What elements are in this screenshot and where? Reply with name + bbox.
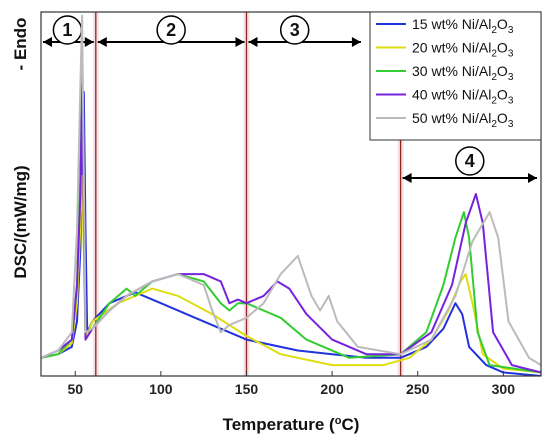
region-label-4: 4 [465,151,475,171]
legend-label-5: 50 wt% Ni/Al2O3 [412,110,514,130]
x-axis-title-unit: C) [341,415,359,434]
x-axis-title-degree: o [335,415,342,427]
region-arrow-head-left-4 [402,173,412,183]
region-arrows: 1 2 3 4 [43,15,537,183]
region-arrow-2: 2 [97,15,245,47]
region-arrow-head-right-3 [351,37,361,47]
y-axis-title: DSC/(mW/mg) [11,165,30,278]
region-label-1: 1 [62,20,72,40]
x-tick-label-250: 250 [406,381,430,397]
plot-frame [40,11,542,377]
x-axis-ticks: 50 100 150 200 250 300 [67,371,515,397]
region-arrow-head-right-4 [528,173,537,183]
legend-label-1: 15 wt% Ni/Al2O3 [412,16,514,36]
legend-label-4: 40 wt% Ni/Al2O3 [412,87,514,107]
series-line-5 [41,14,541,366]
x-tick-label-100: 100 [149,381,173,397]
legend-label-3: 30 wt% Ni/Al2O3 [412,63,514,83]
region-arrow-head-left-2 [97,37,107,47]
region-label-3: 3 [290,20,300,40]
region-arrow-4: 4 [402,146,537,183]
x-tick-label-150: 150 [235,381,259,397]
x-tick-label-50: 50 [67,381,83,397]
series-lines [41,14,541,376]
region-arrow-1: 1 [43,15,94,47]
region-badge-2 [156,15,186,45]
legend: 15 wt% Ni/Al2O3 20 wt% Ni/Al2O3 30 wt% Ni/… [369,11,542,141]
x-axis-title-main: Temperature ( [223,415,335,434]
x-tick-label-200: 200 [320,381,344,397]
region-arrow-head-left-3 [248,37,258,47]
region-badge-3 [279,15,310,45]
region-label-2: 2 [166,20,176,40]
region-arrow-3: 3 [248,15,361,47]
region-arrow-head-right-2 [235,37,245,47]
endo-label: - Endo [11,18,30,71]
x-axis-title: Temperature (oC) [223,415,360,434]
legend-label-2: 20 wt% Ni/Al2O3 [412,40,514,60]
x-tick-label-300: 300 [492,381,516,397]
region-arrow-head-left-1 [43,37,52,47]
region-badge-4 [455,146,485,176]
region-arrow-head-right-1 [84,37,94,47]
